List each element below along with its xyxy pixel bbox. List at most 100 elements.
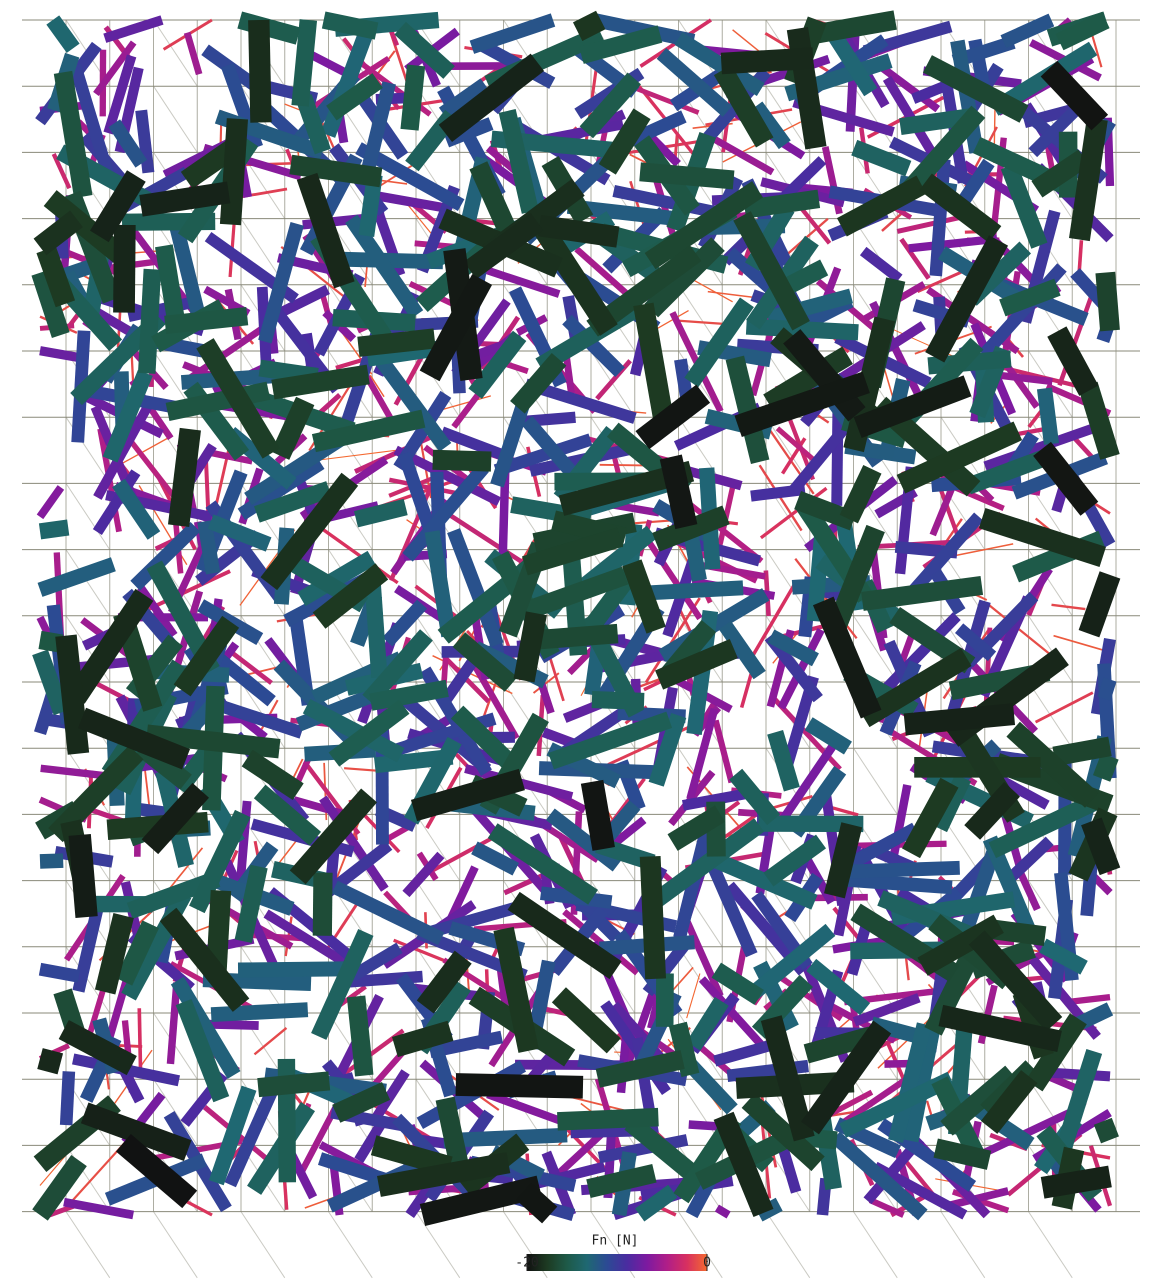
force-chain [794,491,857,531]
force-chain [888,1022,932,1143]
force-chain [302,698,405,763]
force-chain [465,651,520,740]
force-chain [291,19,318,107]
force-chain [896,421,1023,494]
force-chain [102,369,153,463]
force-chain [633,85,700,115]
force-chain [443,656,491,704]
force-chain [447,528,504,648]
mesh-line [415,814,461,881]
force-chain [750,101,791,150]
force-chain [369,679,449,711]
mesh-line [153,1211,198,1279]
force-chain [197,520,221,575]
force-chain [37,1048,64,1075]
force-chain [80,1102,192,1161]
force-chain [539,623,619,650]
force-chain [919,173,1002,243]
force-chain [562,314,625,378]
force-chain [1093,1117,1119,1144]
force-chain [369,374,385,398]
force-chain [693,279,733,303]
force-chain [520,566,629,621]
force-chain [296,172,355,289]
mesh-line [853,747,898,815]
force-chain [349,942,403,982]
mesh-line [853,1211,898,1279]
force-chain [93,402,153,500]
force-chain [258,222,304,344]
force-chain [394,21,455,79]
force-chain [539,886,613,909]
force-chain [424,530,457,638]
force-chain [63,1197,135,1220]
force-chain [507,891,622,980]
force-chain [331,880,445,946]
force-chain [931,773,971,833]
force-chain [370,1135,453,1177]
force-chain [1047,326,1099,396]
force-chain [36,485,65,520]
force-chain [522,527,624,576]
force-chain [164,306,249,335]
force-chain [312,872,333,936]
force-chain [113,224,136,313]
force-chain [586,1163,657,1198]
force-chain [720,47,814,75]
force-chain [318,840,393,902]
force-chain [463,213,544,280]
force-chain [668,1021,700,1078]
force-chain [419,1175,542,1226]
force-chain [624,1115,696,1179]
force-chain [410,768,525,822]
force-chain [1070,434,1096,461]
force-chain [139,181,231,217]
force-chain [873,612,961,702]
force-chain [219,118,248,226]
force-chain [392,1020,454,1058]
force-chain [824,822,863,899]
force-chain [674,32,765,96]
force-chain [173,615,240,697]
force-chain [207,514,272,552]
force-chain [545,808,622,872]
force-chain [775,426,820,466]
force-chain [487,823,598,905]
force-chain [1039,938,1088,975]
force-chain [717,486,736,544]
force-chain [46,15,80,53]
mesh-line [765,1211,811,1279]
force-chain [1055,11,1110,51]
force-chain [1033,441,1099,516]
force-chain [36,246,76,308]
force-chain [402,851,445,898]
force-chain [471,841,520,876]
force-chain [478,264,561,298]
force-chain [167,427,201,527]
force-chain [362,629,433,707]
force-chain [903,703,1016,736]
force-chain [68,834,98,918]
force-chain [807,10,897,45]
force-chain [698,976,769,1053]
force-chain [852,993,921,1027]
force-chain [591,691,645,710]
force-chain [839,1071,955,1138]
force-chain [103,15,164,43]
force-chain [38,519,70,540]
force-chain [37,557,116,597]
mesh-line [1028,1211,1073,1279]
force-chain [783,329,866,422]
force-chain [155,244,185,323]
mesh-line [940,1211,986,1279]
force-chain [257,1071,331,1098]
force-chain [498,109,539,214]
force-chain [1051,603,1086,611]
force-chain [851,139,912,177]
mesh-line [415,880,461,948]
force-chain [289,788,378,885]
force-chain [830,1131,928,1221]
force-chain [938,1004,1062,1052]
force-chain [686,973,701,1019]
force-chain [402,463,489,562]
